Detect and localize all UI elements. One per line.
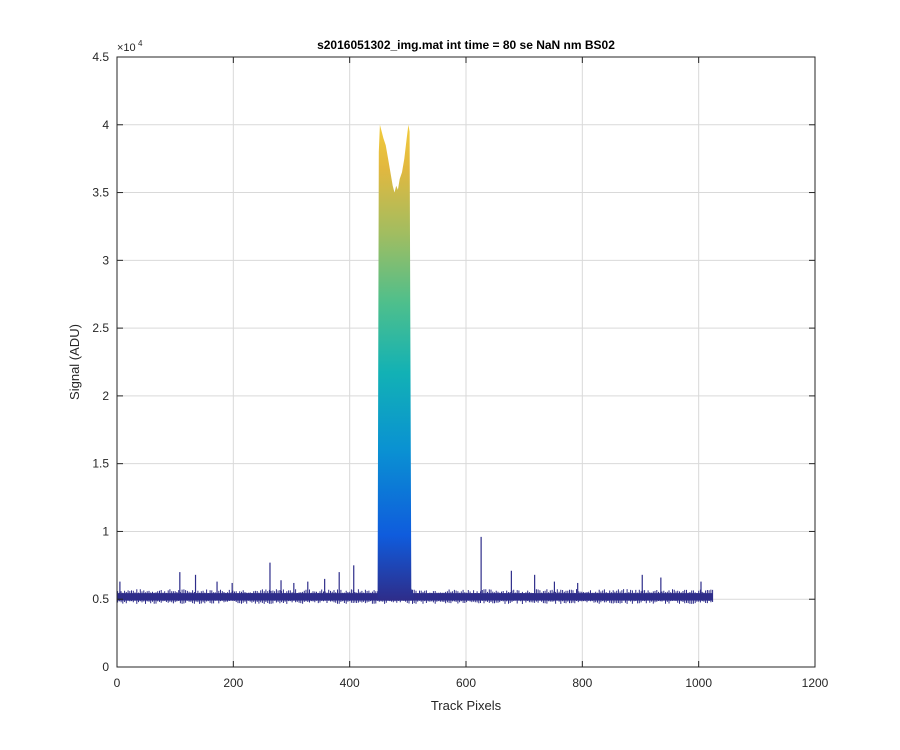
x-axis-label: Track Pixels: [431, 698, 502, 713]
data-series: [117, 124, 714, 604]
y-exponent-power: 4: [138, 39, 143, 48]
y-axis-label: Signal (ADU): [67, 324, 82, 400]
y-tick-label: 0.5: [92, 592, 109, 606]
x-tick-label: 600: [456, 676, 476, 690]
y-tick-label: 1: [102, 524, 109, 538]
chart-title: s2016051302_img.mat int time = 80 se NaN…: [317, 38, 615, 52]
x-tick-label: 200: [223, 676, 243, 690]
x-tick-label: 1200: [802, 676, 829, 690]
signal-peak: [377, 124, 414, 601]
y-tick-label: 3: [102, 253, 109, 267]
axis-ticks: [116, 56, 816, 668]
x-tick-label: 0: [114, 676, 121, 690]
y-tick-label: 4: [102, 118, 109, 132]
y-tick-label: 4.5: [92, 50, 109, 64]
baseline-band: [117, 593, 713, 601]
x-tick-label: 400: [340, 676, 360, 690]
x-tick-labels: 0 200 400 600 800 1000 1200: [114, 676, 829, 690]
y-exponent-multiplier: ×10: [117, 42, 136, 54]
x-tick-label: 1000: [685, 676, 712, 690]
x-tick-label: 800: [572, 676, 592, 690]
y-tick-label: 2.5: [92, 321, 109, 335]
y-tick-label: 0: [102, 660, 109, 674]
y-tick-label: 3.5: [92, 186, 109, 200]
y-tick-label: 2: [102, 389, 109, 403]
y-tick-label: 1.5: [92, 457, 109, 471]
y-tick-labels: 0 0.5 1 1.5 2 2.5 3 3.5 4 4.5: [92, 50, 109, 674]
